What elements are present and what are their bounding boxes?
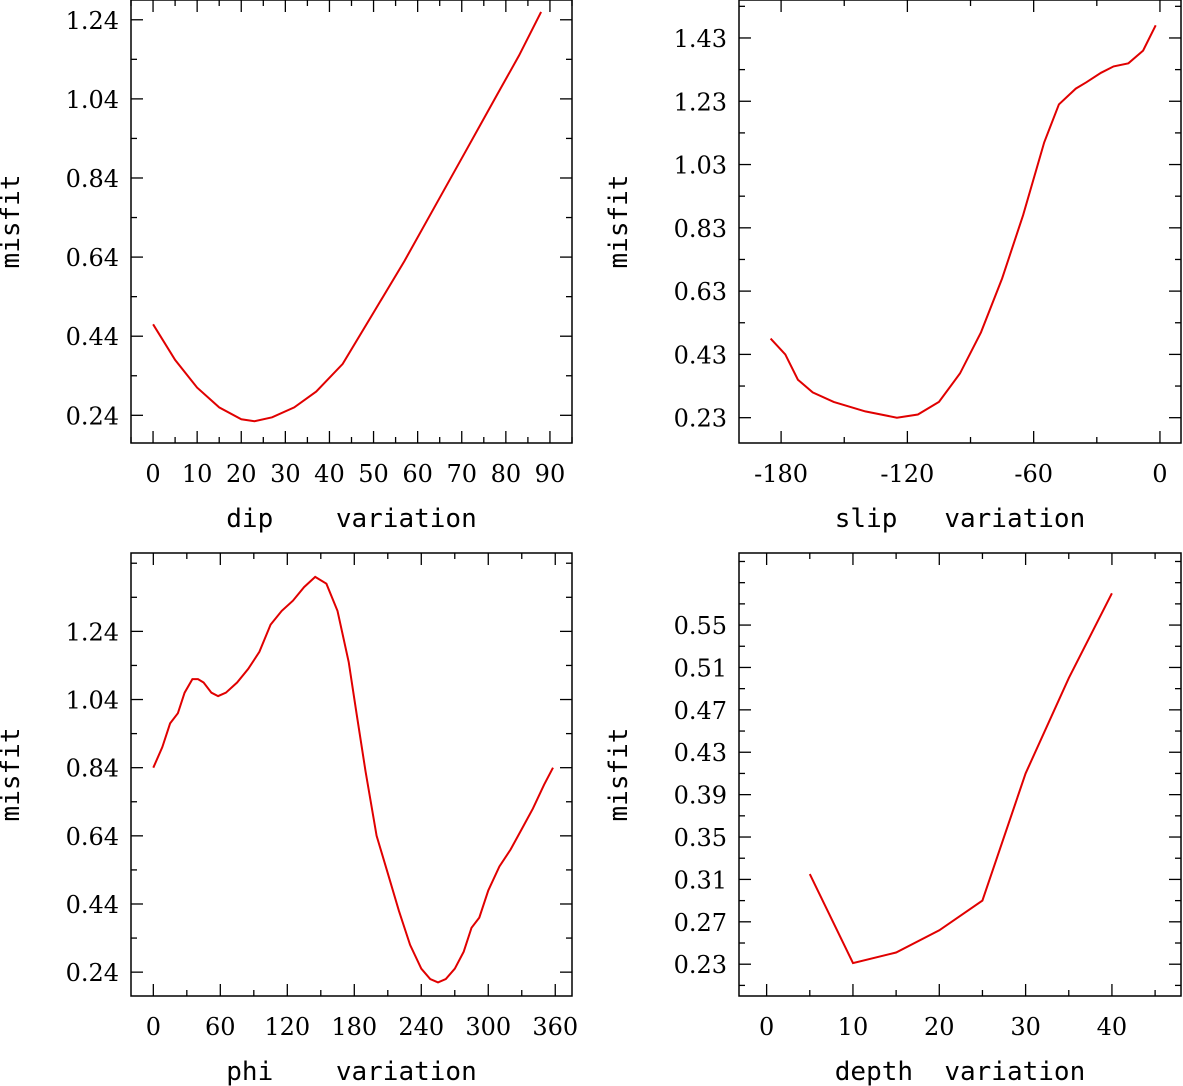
chart-phi-ylabel: misfit [0, 728, 26, 822]
chart-dip-xlabel: dip variation [226, 504, 476, 534]
chart-dip-ytick-label: 1.04 [66, 86, 119, 114]
chart-depth-ytick-label: 0.39 [674, 782, 727, 810]
chart-phi-xtick-label: 0 [146, 1013, 161, 1041]
chart-depth-xlabel: depth variation [835, 1057, 1085, 1086]
chart-dip-xtick-label: 70 [446, 460, 477, 488]
chart-depth-ytick-label: 0.47 [674, 697, 727, 725]
chart-slip-ytick-label: 0.43 [674, 341, 727, 369]
chart-phi-ytick-label: 0.64 [66, 823, 119, 851]
chart-slip-ytick-label: 1.23 [674, 88, 727, 116]
chart-slip-ylabel: misfit [604, 175, 634, 269]
chart-depth-xtick-label: 20 [924, 1013, 955, 1041]
chart-depth-ylabel: misfit [604, 728, 634, 822]
chart-dip-xtick-label: 0 [145, 460, 160, 488]
chart-phi-ytick-label: 0.24 [66, 959, 119, 987]
chart-dip-ytick-label: 0.44 [66, 323, 119, 351]
chart-dip-ytick-label: 0.24 [66, 402, 119, 430]
chart-dip-ylabel: misfit [0, 175, 26, 269]
chart-dip-frame [130, 0, 573, 444]
chart-dip-xtick-label: 60 [402, 460, 433, 488]
chart-depth-ytick-label: 0.51 [674, 654, 727, 682]
chart-slip-ytick-label: 0.83 [674, 215, 727, 243]
chart-phi-series-line [152, 575, 554, 984]
chart-slip-xtick-label: 0 [1152, 460, 1167, 488]
chart-depth-series-line [808, 592, 1113, 965]
chart-dip-ytick-label: 1.24 [66, 7, 119, 35]
chart-slip-ytick-label: 1.03 [674, 152, 727, 180]
chart-phi-xtick-label: 180 [331, 1013, 377, 1041]
chart-phi-ytick-label: 1.24 [66, 618, 119, 646]
chart-depth-xtick-label: 0 [759, 1013, 774, 1041]
chart-depth-ytick-label: 0.55 [674, 612, 727, 640]
chart-phi-frame [130, 552, 573, 997]
chart-depth-ytick-label: 0.43 [674, 739, 727, 767]
chart-depth-ytick-label: 0.31 [674, 866, 727, 894]
chart-dip-xtick-label: 40 [314, 460, 345, 488]
chart-phi-xlabel: phi variation [226, 1057, 476, 1086]
chart-depth-xtick-label: 30 [1010, 1013, 1041, 1041]
chart-slip-xtick-label: -60 [1014, 460, 1053, 488]
chart-slip-frame [738, 0, 1182, 444]
chart-depth-xtick-label: 40 [1097, 1013, 1128, 1041]
chart-phi-xtick-label: 240 [398, 1013, 444, 1041]
chart-dip-xtick-label: 80 [491, 460, 522, 488]
chart-dip-xtick-label: 20 [226, 460, 257, 488]
chart-slip-series-line [769, 24, 1157, 419]
chart-dip-ytick-label: 0.64 [66, 244, 119, 272]
chart-dip-xtick-label: 90 [535, 460, 566, 488]
chart-dip-series-line [152, 11, 542, 423]
chart-slip-xtick-label: -180 [754, 460, 808, 488]
chart-phi-ytick-label: 0.44 [66, 891, 119, 919]
chart-slip-xlabel: slip variation [835, 504, 1085, 534]
chart-phi-xtick-label: 120 [264, 1013, 310, 1041]
chart-dip-xtick-label: 50 [358, 460, 389, 488]
chart-phi-ytick-label: 1.04 [66, 687, 119, 715]
chart-phi-ytick-label: 0.84 [66, 755, 119, 783]
chart-dip-xtick-label: 30 [270, 460, 301, 488]
chart-slip-xtick-label: -120 [880, 460, 934, 488]
chart-depth-ytick-label: 0.35 [674, 824, 727, 852]
chart-phi-xtick-label: 360 [532, 1013, 578, 1041]
chart-dip-ytick-label: 0.84 [66, 165, 119, 193]
chart-slip-ytick-label: 0.23 [674, 405, 727, 433]
chart-phi-xtick-label: 300 [465, 1013, 511, 1041]
chart-depth-ytick-label: 0.23 [674, 951, 727, 979]
chart-slip-ytick-label: 0.63 [674, 278, 727, 306]
chart-depth-ytick-label: 0.27 [674, 909, 727, 937]
chart-phi-xtick-label: 60 [205, 1013, 236, 1041]
chart-depth-xtick-label: 10 [838, 1013, 869, 1041]
chart-dip-xtick-label: 10 [182, 460, 213, 488]
chart-slip-ytick-label: 1.43 [674, 25, 727, 53]
chart-depth-frame [738, 552, 1182, 997]
